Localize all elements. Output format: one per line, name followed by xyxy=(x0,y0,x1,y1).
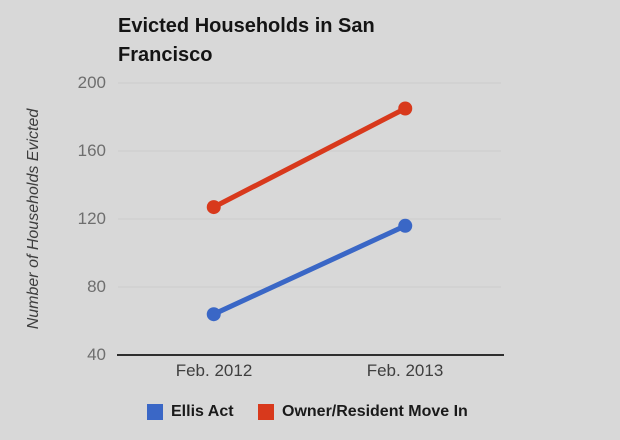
legend-swatch-ellis-act xyxy=(147,404,163,420)
y-tick-label-120: 120 xyxy=(77,209,106,228)
x-tick-label-feb-2013: Feb. 2013 xyxy=(366,361,444,380)
legend-label-ellis-act: Ellis Act xyxy=(171,403,234,420)
legend-label-owner-resident-move-in: Owner/Resident Move In xyxy=(282,403,468,420)
series-line-ellis-act[interactable] xyxy=(211,223,408,317)
y-tick-label-200: 200 xyxy=(77,73,106,92)
legend-swatch-owner-resident-move-in xyxy=(258,404,274,420)
x-tick-label-feb-2012: Feb. 2012 xyxy=(175,361,253,380)
chart-title: Evicted Households in San Francisco xyxy=(118,15,375,66)
y-tick-label-80: 80 xyxy=(87,277,106,296)
data-point[interactable] xyxy=(206,307,221,322)
data-point[interactable] xyxy=(206,200,221,215)
y-tick-label-40: 40 xyxy=(87,345,106,364)
data-point[interactable] xyxy=(398,218,413,233)
data-point[interactable] xyxy=(398,101,413,116)
series-line-owner-resident-move-in[interactable] xyxy=(211,106,408,210)
y-tick-label-160: 160 xyxy=(77,141,106,160)
